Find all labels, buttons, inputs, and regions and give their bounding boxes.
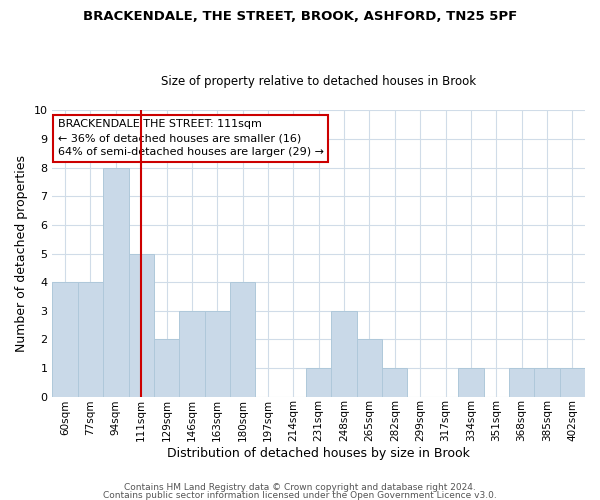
X-axis label: Distribution of detached houses by size in Brook: Distribution of detached houses by size … (167, 447, 470, 460)
Text: BRACKENDALE THE STREET: 111sqm
← 36% of detached houses are smaller (16)
64% of : BRACKENDALE THE STREET: 111sqm ← 36% of … (58, 119, 324, 157)
Bar (306, 368, 331, 396)
Bar (560, 368, 585, 396)
Bar (331, 310, 357, 396)
Bar (154, 340, 179, 396)
Bar (78, 282, 103, 397)
Y-axis label: Number of detached properties: Number of detached properties (15, 155, 28, 352)
Bar (205, 310, 230, 396)
Text: BRACKENDALE, THE STREET, BROOK, ASHFORD, TN25 5PF: BRACKENDALE, THE STREET, BROOK, ASHFORD,… (83, 10, 517, 23)
Bar (458, 368, 484, 396)
Title: Size of property relative to detached houses in Brook: Size of property relative to detached ho… (161, 76, 476, 88)
Bar (103, 168, 128, 396)
Text: Contains public sector information licensed under the Open Government Licence v3: Contains public sector information licen… (103, 490, 497, 500)
Bar (230, 282, 256, 397)
Bar (509, 368, 534, 396)
Bar (52, 282, 78, 397)
Text: Contains HM Land Registry data © Crown copyright and database right 2024.: Contains HM Land Registry data © Crown c… (124, 484, 476, 492)
Bar (357, 340, 382, 396)
Bar (534, 368, 560, 396)
Bar (128, 254, 154, 396)
Bar (179, 310, 205, 396)
Bar (382, 368, 407, 396)
